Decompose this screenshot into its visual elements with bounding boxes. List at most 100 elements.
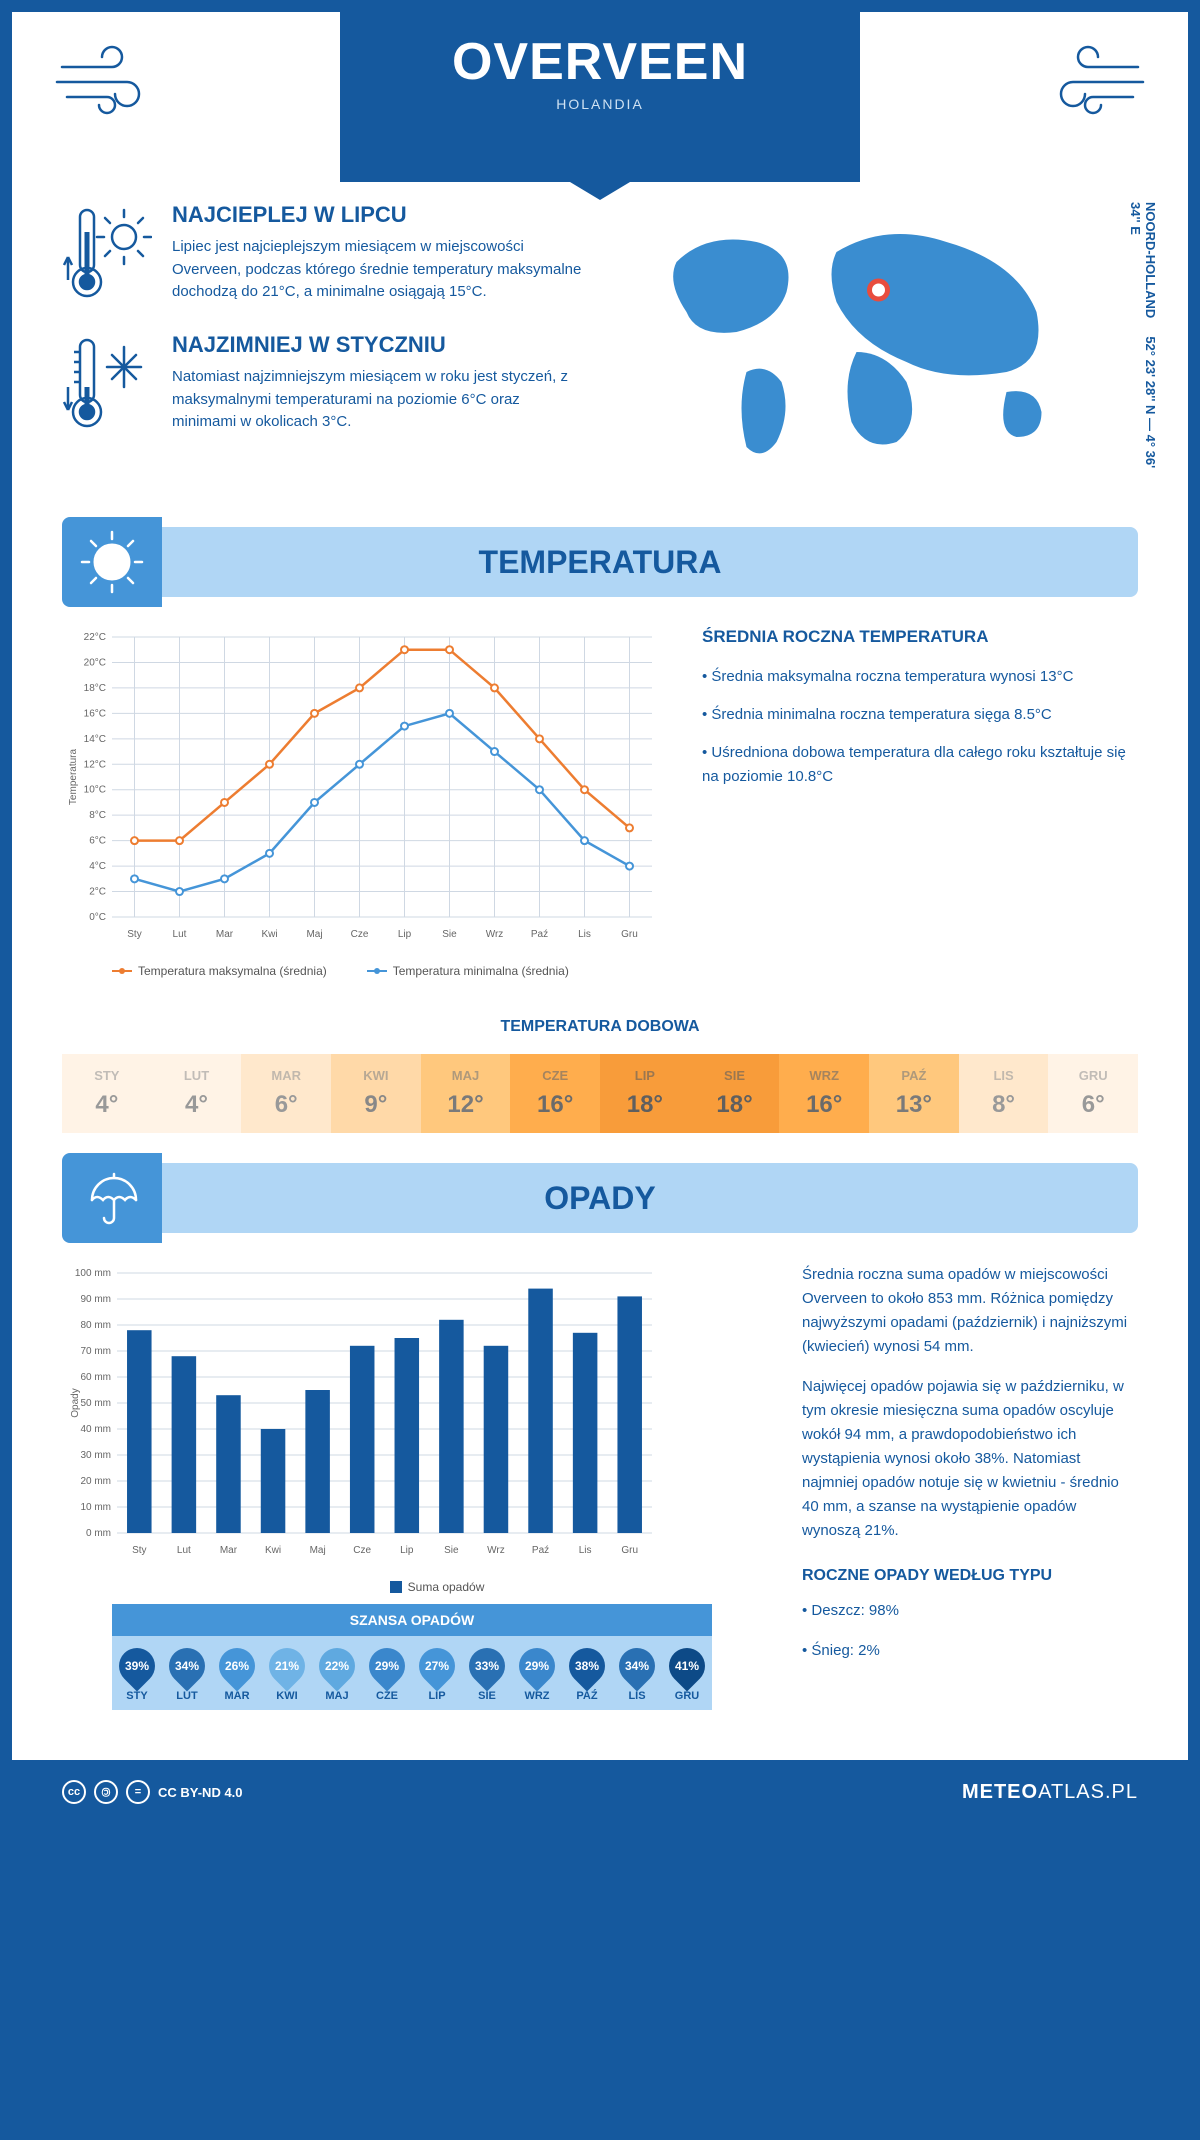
- brand-rest: ATLAS.PL: [1038, 1781, 1138, 1803]
- svg-text:Lut: Lut: [173, 929, 187, 940]
- svg-text:Sty: Sty: [127, 929, 141, 940]
- svg-text:Wrz: Wrz: [486, 929, 504, 940]
- svg-text:60 mm: 60 mm: [80, 1372, 111, 1383]
- heatmap-cell: MAR 6°: [241, 1054, 331, 1133]
- warmest-text: NAJCIEPLEJ W LIPCU Lipiec jest najcieple…: [172, 202, 585, 307]
- heatmap-cell: MAJ 12°: [421, 1054, 511, 1133]
- warmest-block: NAJCIEPLEJ W LIPCU Lipiec jest najcieple…: [62, 202, 585, 307]
- chance-cell: 27% LIP: [412, 1648, 462, 1702]
- chance-cell: 26% MAR: [212, 1648, 262, 1702]
- precip-p2: Najwięcej opadów pojawia się w październ…: [802, 1375, 1138, 1543]
- footer: cc 🄯 = CC BY-ND 4.0 METEOATLAS.PL: [12, 1760, 1188, 1824]
- precip-type-1: • Deszcz: 98%: [802, 1599, 1138, 1623]
- temperature-section-header: TEMPERATURA: [62, 527, 1138, 597]
- chance-cell: 33% SIE: [462, 1648, 512, 1702]
- svg-text:Temperatura: Temperatura: [68, 748, 79, 805]
- svg-text:20 mm: 20 mm: [80, 1476, 111, 1487]
- annual-temp-heading: ŚREDNIA ROCZNA TEMPERATURA: [702, 627, 1138, 647]
- svg-text:50 mm: 50 mm: [80, 1398, 111, 1409]
- annual-temp-point-3: • Uśredniona dobowa temperatura dla całe…: [702, 741, 1138, 789]
- coordinates-label: NOORD-HOLLAND 52° 23' 28'' N — 4° 36' 34…: [1128, 202, 1158, 487]
- svg-text:90 mm: 90 mm: [80, 1294, 111, 1305]
- svg-text:Sty: Sty: [132, 1545, 146, 1556]
- temperature-side-text: ŚREDNIA ROCZNA TEMPERATURA • Średnia mak…: [702, 627, 1138, 978]
- brand-logo: METEOATLAS.PL: [962, 1781, 1138, 1804]
- chance-cell: 38% PAŹ: [562, 1648, 612, 1702]
- svg-text:22°C: 22°C: [84, 632, 106, 643]
- heatmap-cell: PAŹ 13°: [869, 1054, 959, 1133]
- svg-text:Paź: Paź: [532, 1545, 549, 1556]
- svg-text:Opady: Opady: [70, 1388, 81, 1417]
- wind-icon-right: [1028, 42, 1148, 127]
- coldest-block: NAJZIMNIEJ W STYCZNIU Natomiast najzimni…: [62, 332, 585, 437]
- heatmap-cell: KWI 9°: [331, 1054, 421, 1133]
- svg-text:70 mm: 70 mm: [80, 1346, 111, 1357]
- chance-cell: 39% STY: [112, 1648, 162, 1702]
- svg-text:16°C: 16°C: [84, 708, 106, 719]
- precip-legend: Suma opadów: [62, 1580, 762, 1594]
- region-name: NOORD-HOLLAND: [1143, 202, 1158, 318]
- precip-side-text: Średnia roczna suma opadów w miejscowośc…: [802, 1263, 1138, 1740]
- country-subtitle: HOLANDIA: [340, 96, 860, 112]
- svg-text:12°C: 12°C: [84, 759, 106, 770]
- warmest-body: Lipiec jest najcieplejszym miesiącem w m…: [172, 236, 585, 304]
- precip-body: 0 mm10 mm20 mm30 mm40 mm50 mm60 mm70 mm8…: [12, 1233, 1188, 1760]
- chance-cell: 34% LUT: [162, 1648, 212, 1702]
- svg-text:Paź: Paź: [531, 929, 548, 940]
- svg-text:30 mm: 30 mm: [80, 1450, 111, 1461]
- temperature-body: 0°C2°C4°C6°C8°C10°C12°C14°C16°C18°C20°C2…: [12, 597, 1188, 1008]
- chance-title: SZANSA OPADÓW: [112, 1604, 712, 1636]
- precip-p1: Średnia roczna suma opadów w miejscowośc…: [802, 1263, 1138, 1359]
- svg-text:Lip: Lip: [400, 1545, 414, 1556]
- svg-text:Gru: Gru: [621, 929, 638, 940]
- world-map-icon: [615, 202, 1138, 482]
- coldest-heading: NAJZIMNIEJ W STYCZNIU: [172, 332, 585, 358]
- wind-icon-left: [52, 42, 172, 127]
- svg-text:Cze: Cze: [353, 1545, 371, 1556]
- precip-chart: 0 mm10 mm20 mm30 mm40 mm50 mm60 mm70 mm8…: [62, 1263, 762, 1740]
- chance-cell: 41% GRU: [662, 1648, 712, 1702]
- svg-text:6°C: 6°C: [89, 836, 106, 847]
- precip-section-header: OPADY: [62, 1163, 1138, 1233]
- precip-legend-label: Suma opadów: [408, 1580, 485, 1594]
- thermometer-cold-icon: [62, 332, 152, 437]
- svg-text:Lut: Lut: [177, 1545, 191, 1556]
- precip-type-heading: ROCZNE OPADY WEDŁUG TYPU: [802, 1563, 1138, 1589]
- world-map-block: NOORD-HOLLAND 52° 23' 28'' N — 4° 36' 34…: [615, 202, 1138, 487]
- svg-text:40 mm: 40 mm: [80, 1424, 111, 1435]
- svg-text:Kwi: Kwi: [265, 1545, 281, 1556]
- license-block: cc 🄯 = CC BY-ND 4.0: [62, 1780, 243, 1804]
- city-title: OVERVEEN: [340, 32, 860, 92]
- svg-text:Lis: Lis: [578, 929, 591, 940]
- heatmap-cell: LIP 18°: [600, 1054, 690, 1133]
- heatmap-cell: SIE 18°: [690, 1054, 780, 1133]
- coldest-text: NAJZIMNIEJ W STYCZNIU Natomiast najzimni…: [172, 332, 585, 437]
- svg-text:Maj: Maj: [306, 929, 322, 940]
- chance-cell: 34% LIS: [612, 1648, 662, 1702]
- heatmap-cell: LUT 4°: [152, 1054, 242, 1133]
- heatmap-cell: CZE 16°: [510, 1054, 600, 1133]
- coldest-body: Natomiast najzimniejszym miesiącem w rok…: [172, 366, 585, 434]
- svg-text:4°C: 4°C: [89, 861, 106, 872]
- precip-title: OPADY: [544, 1180, 655, 1217]
- svg-text:Gru: Gru: [621, 1545, 638, 1556]
- daily-temp-title: TEMPERATURA DOBOWA: [12, 1018, 1188, 1036]
- svg-text:Kwi: Kwi: [261, 929, 277, 940]
- intro-section: NAJCIEPLEJ W LIPCU Lipiec jest najcieple…: [12, 182, 1188, 517]
- precip-chance-table: SZANSA OPADÓW 39% STY 34% LUT 26% MAR 21…: [112, 1604, 712, 1710]
- svg-text:Lip: Lip: [398, 929, 412, 940]
- svg-text:10 mm: 10 mm: [80, 1502, 111, 1513]
- legend-min: Temperatura minimalna (średnia): [367, 964, 569, 978]
- svg-text:100 mm: 100 mm: [75, 1268, 111, 1279]
- svg-text:20°C: 20°C: [84, 657, 106, 668]
- svg-text:80 mm: 80 mm: [80, 1320, 111, 1331]
- heatmap-cell: WRZ 16°: [779, 1054, 869, 1133]
- nd-icon: =: [126, 1780, 150, 1804]
- legend-min-label: Temperatura minimalna (średnia): [393, 964, 569, 978]
- umbrella-icon: [62, 1153, 162, 1243]
- svg-text:Lis: Lis: [579, 1545, 592, 1556]
- temp-chart-legend: Temperatura maksymalna (średnia) Tempera…: [62, 964, 662, 978]
- precip-legend-item: Suma opadów: [390, 1580, 485, 1594]
- header: OVERVEEN HOLANDIA: [12, 12, 1188, 182]
- heatmap-cell: GRU 6°: [1048, 1054, 1138, 1133]
